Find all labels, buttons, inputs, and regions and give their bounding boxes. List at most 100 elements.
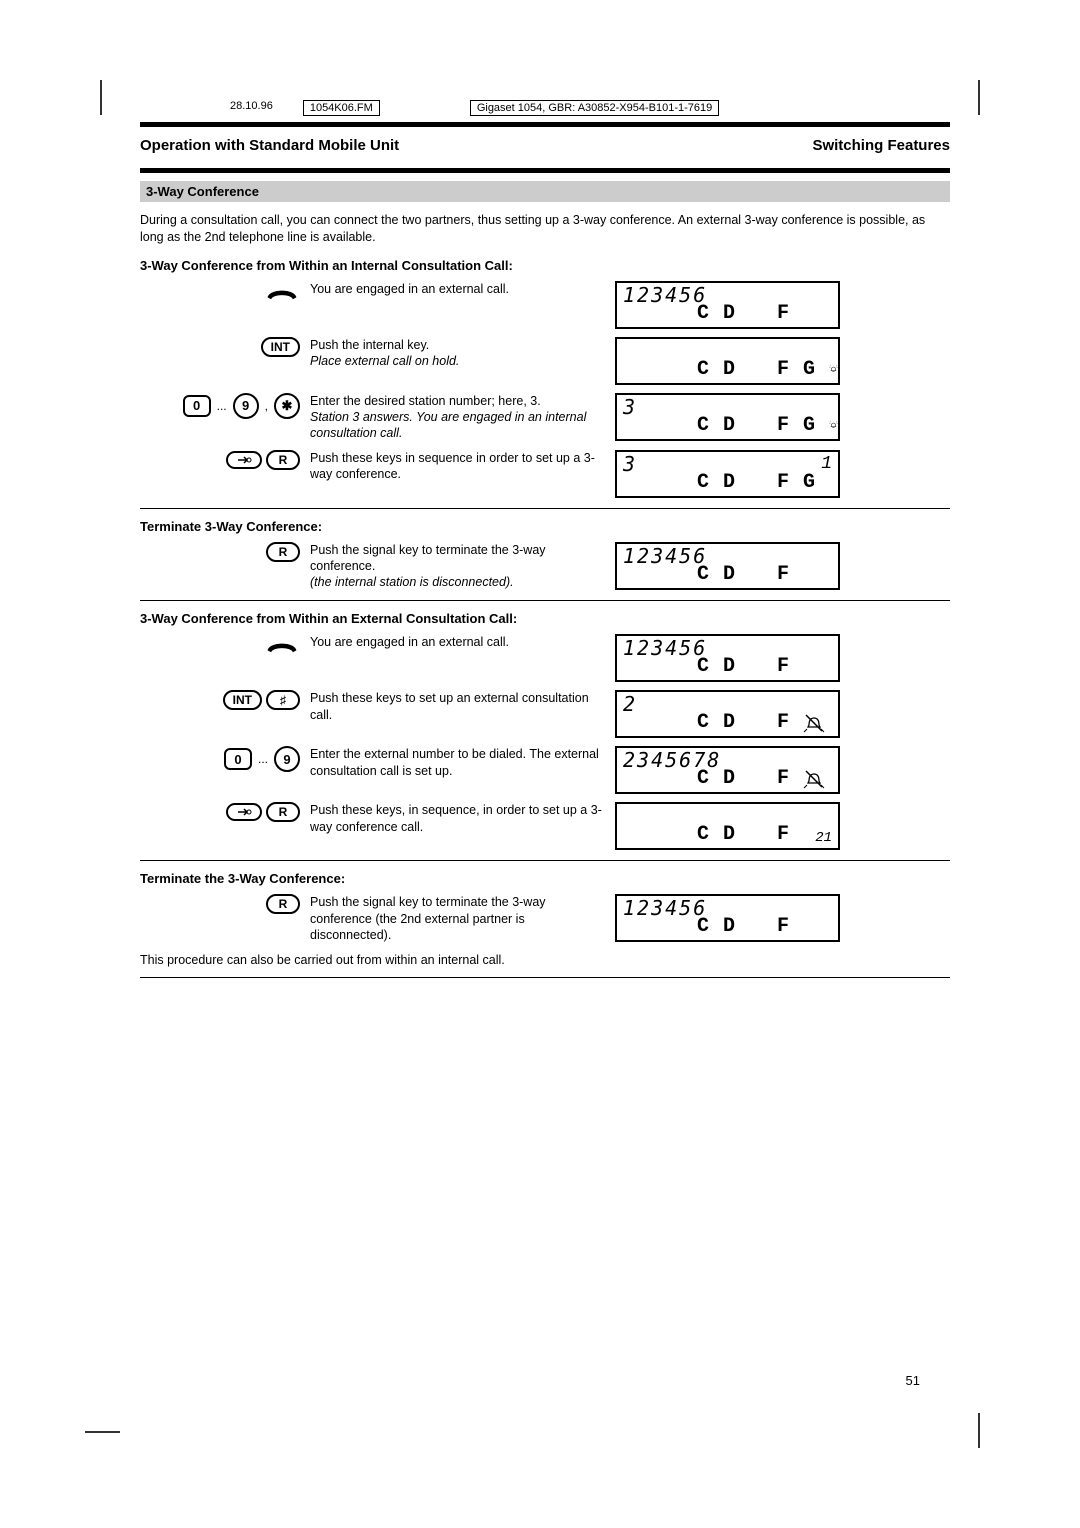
r-key: R (266, 894, 300, 914)
lcd-display: 123456 CDF (615, 894, 840, 942)
key-column (140, 281, 310, 303)
comma: , (263, 399, 270, 413)
divider (140, 508, 950, 509)
page-number: 51 (906, 1373, 920, 1388)
divider (140, 977, 950, 978)
header-meta: 28.10.96 1054K06.FM Gigaset 1054, GBR: A… (140, 100, 950, 116)
lcd-annunciators: CDF (617, 823, 838, 846)
arrow-key (226, 451, 262, 469)
subhead-1: 3-Way Conference from Within an Internal… (140, 258, 950, 273)
key-column: R (140, 542, 310, 562)
instruction-row: R Push these keys, in sequence, in order… (140, 802, 950, 850)
lcd-annunciators: CDFG (617, 414, 838, 437)
meta-date: 28.10.96 (230, 100, 273, 116)
titlebar: Operation with Standard Mobile Unit Swit… (140, 133, 950, 162)
display-column: CDF 21 (615, 802, 840, 850)
lcd-display: 3 CDFG 1 (615, 450, 840, 498)
lcd-display: 2345678 CDF (615, 746, 840, 794)
arrow-key (226, 803, 262, 821)
instruction-text: Push the signal key to terminate the 3-w… (310, 542, 615, 591)
lcd-display: 123456 CDF (615, 281, 840, 329)
title-left: Operation with Standard Mobile Unit (140, 137, 399, 154)
section-heading: 3-Way Conference (140, 181, 950, 202)
rule-under-title (140, 168, 950, 173)
ellipsis: ... (215, 399, 229, 413)
display-column: 123456 CDF (615, 634, 840, 682)
int-key: INT (261, 337, 300, 357)
instruction-text: You are engaged in an external call. (310, 634, 615, 650)
lcd-annunciators: CDF (617, 302, 838, 325)
r-key: R (266, 802, 300, 822)
instruction-text: Push these keys, in sequence, in order t… (310, 802, 615, 835)
lcd-annunciators: CDF (617, 767, 838, 790)
key-column: INT♯ (140, 690, 310, 710)
hash-key: ♯ (266, 690, 300, 710)
subhead-2: 3-Way Conference from Within an External… (140, 611, 950, 626)
instruction-text: Push the signal key to terminate the 3-w… (310, 894, 615, 943)
zero-key: 0 (224, 748, 252, 770)
lcd-annunciators: CDF (617, 655, 838, 678)
meta-file: 1054K06.FM (303, 100, 380, 116)
instruction-row: INT Push the internal key.Place external… (140, 337, 950, 385)
instruction-row: INT♯ Push these keys to set up an extern… (140, 690, 950, 738)
r-key: R (266, 542, 300, 562)
bell-icon (829, 358, 838, 380)
instruction-text: Enter the desired station number; here, … (310, 393, 615, 442)
instruction-text: Push these keys in sequence in order to … (310, 450, 615, 483)
lcd-display: CDF 21 (615, 802, 840, 850)
display-column: 123456 CDF (615, 281, 840, 329)
bell-strike-icon (803, 768, 825, 790)
instruction-row: 0... 9, ✱ Enter the desired station number… (140, 393, 950, 442)
r-key: R (266, 450, 300, 470)
rule-top (140, 122, 950, 127)
intro-text: During a consultation call, you can conn… (140, 212, 950, 246)
display-column: 2 CDF (615, 690, 840, 738)
instruction-row: You are engaged in an external call. 123… (140, 281, 950, 329)
instruction-row: R Push the signal key to terminate the 3… (140, 894, 950, 943)
display-column: 123456 CDF (615, 542, 840, 590)
title-right: Switching Features (812, 137, 950, 154)
lcd-annunciators: CDF (617, 563, 838, 586)
key-column: R (140, 894, 310, 914)
terminate2-head: Terminate the 3-Way Conference: (140, 871, 950, 886)
lcd-annunciators: CDF (617, 711, 838, 734)
instruction-text: Push these keys to set up an external co… (310, 690, 615, 723)
lcd-annunciators: CDFG (617, 358, 838, 381)
instruction-row: You are engaged in an external call. 123… (140, 634, 950, 682)
divider (140, 860, 950, 861)
instruction-row: 0... 9 Enter the external number to be di… (140, 746, 950, 794)
display-column: 3 CDFG 1 (615, 450, 840, 498)
key-column (140, 634, 310, 656)
instruction-text: Enter the external number to be dialed. … (310, 746, 615, 779)
ellipsis: ... (256, 752, 270, 766)
lcd-display: 123456 CDF (615, 634, 840, 682)
lcd-display: 123456 CDF (615, 542, 840, 590)
instruction-text: Push the internal key.Place external cal… (310, 337, 615, 370)
display-column: 3 CDFG (615, 393, 840, 441)
instruction-row: R Push the signal key to terminate the 3… (140, 542, 950, 591)
lcd-annunciators: CDF (617, 915, 838, 938)
star-key: ✱ (274, 393, 300, 419)
handset-icon (264, 634, 300, 656)
lcd-display: 3 CDFG (615, 393, 840, 441)
display-column: 2345678 CDF (615, 746, 840, 794)
footnote: This procedure can also be carried out f… (140, 953, 950, 967)
bell-icon (829, 414, 838, 436)
meta-docref: Gigaset 1054, GBR: A30852-X954-B101-1-76… (470, 100, 719, 116)
instruction-row: R Push these keys in sequence in order t… (140, 450, 950, 498)
bell-strike-icon (803, 712, 825, 734)
lcd-display: CDFG (615, 337, 840, 385)
key-column: R (140, 450, 310, 470)
nine-key: 9 (274, 746, 300, 772)
instruction-text: You are engaged in an external call. (310, 281, 615, 297)
zero-key: 0 (183, 395, 211, 417)
handset-icon (264, 281, 300, 303)
terminate1-head: Terminate 3-Way Conference: (140, 519, 950, 534)
key-column: 0... 9, ✱ (140, 393, 310, 419)
nine-key: 9 (233, 393, 259, 419)
int-key: INT (223, 690, 262, 710)
key-column: R (140, 802, 310, 822)
key-column: 0... 9 (140, 746, 310, 772)
divider (140, 600, 950, 601)
display-column: 123456 CDF (615, 894, 840, 942)
